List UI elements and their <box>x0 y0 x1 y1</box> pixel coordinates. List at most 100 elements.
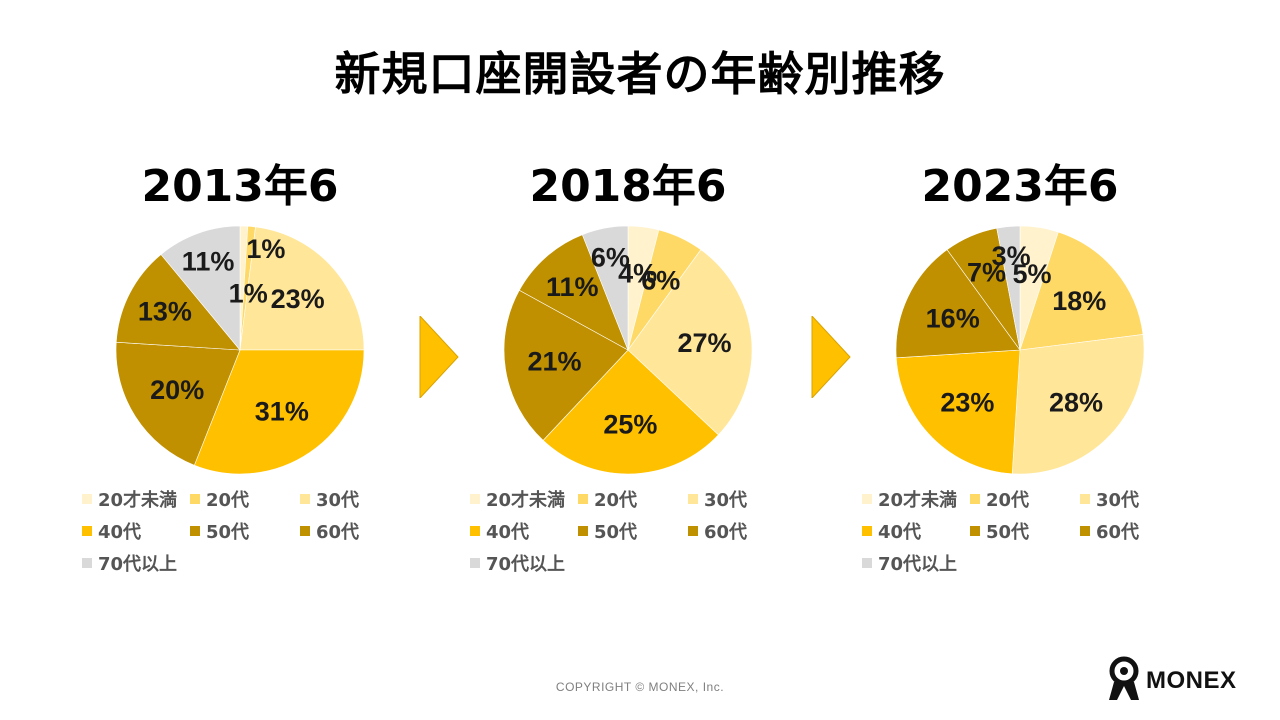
legend-2013: 20才未満 20代 30代 40代 50代 60代 70代以上 <box>82 490 382 590</box>
monex-logo[interactable]: MONEX <box>1106 656 1256 702</box>
legend-swatch <box>470 494 480 504</box>
pie-data-label: 3% <box>992 241 1031 271</box>
legend-item: 50代 <box>190 522 249 544</box>
legend-swatch <box>82 558 92 568</box>
legend-label: 40代 <box>878 522 922 543</box>
legend-item: 30代 <box>300 490 359 512</box>
legend-item: 40代 <box>82 522 141 544</box>
legend-swatch <box>970 494 980 504</box>
legend-item: 20代 <box>190 490 249 512</box>
pie-data-label: 5% <box>1013 259 1052 289</box>
legend-label: 40代 <box>98 522 142 543</box>
pie-slice-6 <box>115 254 241 351</box>
legend-item: 50代 <box>578 522 637 544</box>
legend-item: 70代以上 <box>862 554 957 576</box>
legend-label: 20代 <box>206 490 250 511</box>
pie-slice-7 <box>160 225 241 351</box>
pie-slice-4 <box>193 349 365 475</box>
pie-data-label: 13% <box>138 297 192 327</box>
legend-label: 20才未満 <box>486 490 566 511</box>
legend-swatch <box>300 494 310 504</box>
pie-slice-3 <box>239 226 365 351</box>
legend-swatch <box>578 494 588 504</box>
pie-data-label: 16% <box>926 303 980 333</box>
pie-panel-2018: 2018年6月 4%6%27%25%21%11%6% 20才未満20代30代40… <box>470 150 808 590</box>
pie-slice-6 <box>518 234 629 351</box>
legend-swatch <box>862 494 872 504</box>
legend-item: 30代 <box>688 490 747 512</box>
pie-data-label: 28% <box>1049 388 1103 418</box>
legend-item: 30代 <box>1080 490 1139 512</box>
monex-logo-text: MONEX <box>1146 667 1237 694</box>
pie-chart-2018: 4%6%27%25%21%11%6% <box>503 225 753 475</box>
legend-swatch <box>470 526 480 536</box>
pie-data-label: 18% <box>1052 286 1106 316</box>
pie-panel-2023: 2023年6月 5%18%28%23%16%7%3% 20才未満20代30代40… <box>862 150 1200 590</box>
legend-item: 60代 <box>300 522 359 544</box>
legend-swatch <box>470 558 480 568</box>
legend-label: 50代 <box>206 522 250 543</box>
legend-item: 20才未満 <box>82 490 177 512</box>
pie-data-label: 7% <box>967 258 1006 288</box>
legend-label: 50代 <box>594 522 638 543</box>
pie-slice-7 <box>581 225 629 351</box>
legend-2018: 20才未満 20代 30代 40代 50代 60代 70代以上 <box>470 490 770 590</box>
legend-label: 70代以上 <box>878 554 958 575</box>
legend-item: 60代 <box>688 522 747 544</box>
pie-data-label: 21% <box>527 347 581 377</box>
legend-label: 60代 <box>316 522 360 543</box>
pie-slice-7 <box>996 225 1021 351</box>
legend-item: 20才未満 <box>470 490 565 512</box>
pie-slice-5 <box>895 249 1021 359</box>
legend-label: 20才未満 <box>98 490 178 511</box>
legend-item: 40代 <box>862 522 921 544</box>
pie-data-label: 1% <box>229 279 268 309</box>
arrow-right-shape <box>811 316 851 398</box>
pie-data-label: 23% <box>940 388 994 418</box>
legend-item: 70代以上 <box>82 554 177 576</box>
legend-label: 20才未満 <box>878 490 958 511</box>
legend-swatch <box>970 526 980 536</box>
legend-2023: 20才未満 20代 30代 40代 50代 60代 70代以上 <box>862 490 1162 590</box>
pie-chart-2023: 5%18% 28% 23% 16% 7%3% <box>895 225 1145 475</box>
legend-item: 20代 <box>970 490 1029 512</box>
legend-label: 20代 <box>986 490 1030 511</box>
legend-label: 60代 <box>1096 522 1140 543</box>
pie-data-label: 6% <box>641 265 680 295</box>
pie-slice-2 <box>1019 231 1144 351</box>
legend-label: 30代 <box>316 490 360 511</box>
legend-swatch <box>300 526 310 536</box>
legend-item: 40代 <box>470 522 529 544</box>
pie-chart-2013: 1%1% 23%31%20%13%11% <box>115 225 365 475</box>
pie-data-label: 4% <box>618 259 657 289</box>
pie-slice-5 <box>503 289 629 441</box>
pie-data-label: 11% <box>546 272 599 302</box>
arrow-right-icon <box>811 316 851 398</box>
pie-data-label: 20% <box>150 375 204 405</box>
legend-swatch <box>82 494 92 504</box>
legend-label: 60代 <box>704 522 748 543</box>
pie-data-label: 1% <box>246 234 285 264</box>
arrow-right-icon <box>419 316 459 398</box>
pie-slice-3 <box>1011 334 1145 475</box>
pie-slice-4 <box>542 349 719 475</box>
legend-label: 30代 <box>704 490 748 511</box>
legend-label: 70代以上 <box>98 554 178 575</box>
legend-item: 70代以上 <box>470 554 565 576</box>
pie-data-label: 11% <box>182 246 235 276</box>
legend-item: 60代 <box>1080 522 1139 544</box>
legend-label: 40代 <box>486 522 530 543</box>
legend-swatch <box>82 526 92 536</box>
pie-slice-4 <box>895 349 1021 475</box>
legend-label: 50代 <box>986 522 1030 543</box>
legend-swatch <box>862 558 872 568</box>
legend-swatch <box>688 494 698 504</box>
copyright-text: COPYRIGHT © MONEX, Inc. <box>555 680 725 694</box>
pie-data-label: 25% <box>603 409 657 439</box>
pie-slice-3 <box>627 249 753 436</box>
page-title: 新規口座開設者の年齢別推移 <box>334 47 946 101</box>
legend-swatch <box>1080 494 1090 504</box>
legend-label: 30代 <box>1096 490 1140 511</box>
arrow-right-shape <box>419 316 459 398</box>
legend-swatch <box>578 526 588 536</box>
